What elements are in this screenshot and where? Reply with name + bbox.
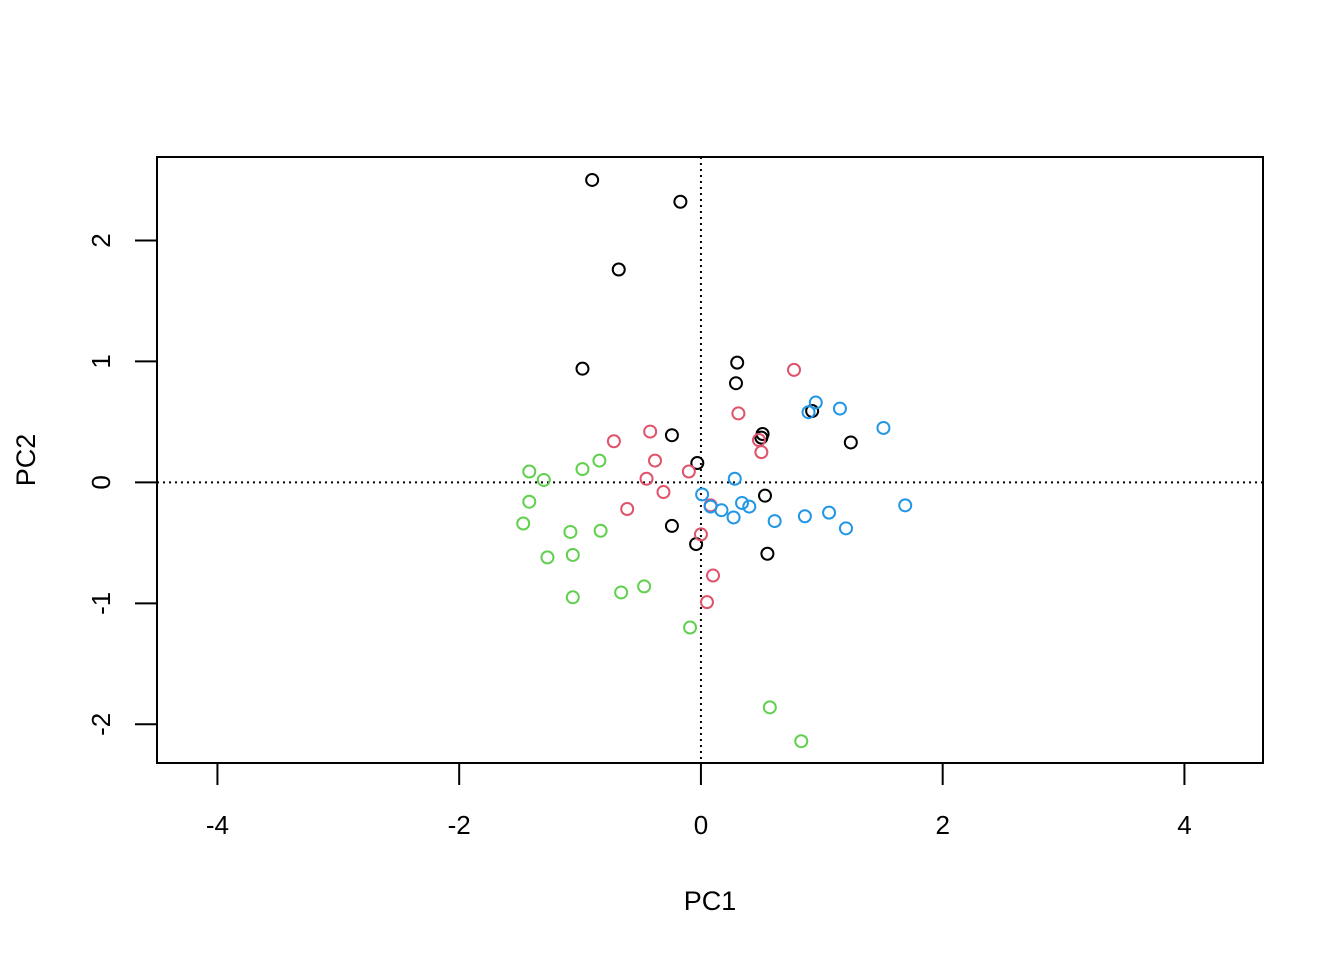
data-point [683,620,698,635]
data-point [614,585,629,600]
data-point [726,510,741,525]
data-point [522,494,537,509]
data-point [536,472,551,487]
data-point [575,462,590,477]
data-point [794,734,809,749]
data-point [664,518,679,533]
data-point [754,445,769,460]
data-point [735,495,750,510]
data-point [797,509,812,524]
data-point [876,420,891,435]
data-point [787,362,802,377]
y-axis: -2 -1 0 1 2 [86,233,158,736]
x-tick-label: -2 [448,810,471,840]
reference-lines [157,157,1263,763]
data-point [706,568,721,583]
data-point [742,499,757,514]
plot-frame [156,156,1264,764]
data-point [637,579,652,594]
data-point [606,434,621,449]
y-tick-label: -1 [86,592,116,615]
data-point [540,550,555,565]
data-point [690,456,705,471]
data-point [639,471,654,486]
data-point [822,505,837,520]
x-tick-label: 2 [935,810,949,840]
data-point [585,172,600,187]
data-point [592,453,607,468]
data-point [522,464,537,479]
x-tick-label: 0 [694,810,708,840]
y-tick-label: 1 [86,354,116,368]
data-point [611,262,626,277]
y-tick-label: 2 [86,233,116,247]
data-point [801,405,816,420]
x-axis: -4 -2 0 2 4 [206,762,1192,840]
data-point [754,430,769,445]
data-point [730,355,745,370]
data-point [731,406,746,421]
data-point [762,700,777,715]
data-point [832,401,847,416]
x-tick-label: -4 [206,810,229,840]
data-point [838,521,853,536]
data-point [760,546,775,561]
data-point [693,527,708,542]
y-tick-label: -2 [86,713,116,736]
data-point [727,471,742,486]
data-point [563,524,578,539]
data-point [714,503,729,518]
data-point [898,498,913,513]
data-point [648,453,663,468]
data-point [656,485,671,500]
data-point [767,514,782,529]
data-point [808,395,823,410]
data-point [643,424,658,439]
data-point [673,194,688,209]
data-point [664,428,679,443]
data-point [843,435,858,450]
y-axis-label: PC2 [11,434,41,487]
data-point [681,464,696,479]
data-point [565,547,580,562]
data-point [593,523,608,538]
data-point [757,488,772,503]
data-point [728,376,743,391]
y-tick-label: 0 [86,475,116,489]
data-point [565,590,580,605]
x-tick-label: 4 [1177,810,1191,840]
x-axis-label: PC1 [684,886,737,916]
data-point [695,487,710,502]
data-point [516,516,531,531]
data-point [699,595,714,610]
data-point [620,501,635,516]
data-points [516,172,913,749]
data-point [575,361,590,376]
